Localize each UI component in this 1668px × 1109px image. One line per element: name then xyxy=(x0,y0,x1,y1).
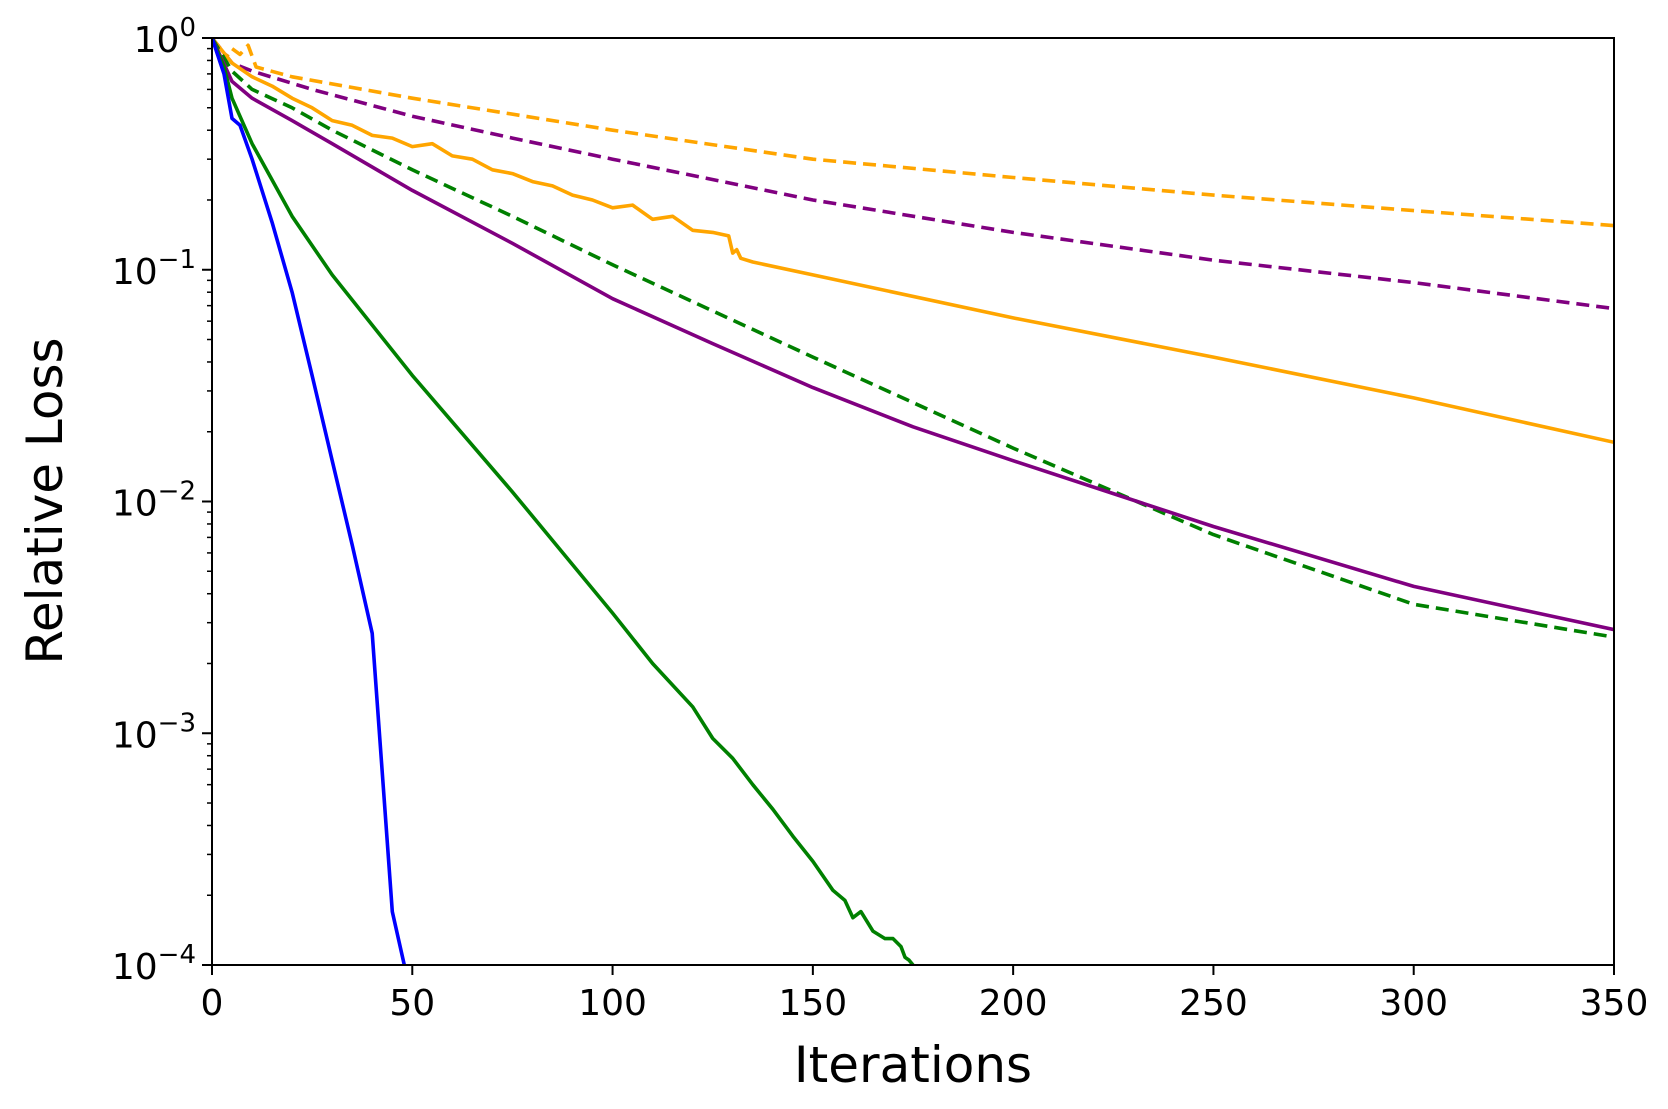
y-axis: 100 10−1 10−2 10−3 10−4 xyxy=(112,13,212,988)
x-tick-label: 0 xyxy=(201,983,224,1024)
series-line-6 xyxy=(212,38,407,965)
y-tick-label: 10−2 xyxy=(112,477,196,525)
x-tick-label: 100 xyxy=(578,983,647,1024)
y-tick-label: 10−4 xyxy=(112,940,196,988)
x-axis: 0 50 100 150 200 250 300 350 xyxy=(201,965,1649,1024)
x-tick-label: 50 xyxy=(389,983,435,1024)
plot-area xyxy=(212,38,1614,965)
series-line-1 xyxy=(212,38,1614,311)
x-tick-label: 150 xyxy=(778,983,847,1024)
series-line-0 xyxy=(212,38,1614,228)
y-tick-label: 100 xyxy=(134,13,196,61)
series-line-2 xyxy=(212,38,1614,445)
x-tick-label: 250 xyxy=(1179,983,1248,1024)
y-tick-label: 10−3 xyxy=(112,708,196,756)
series-line-4 xyxy=(212,38,1614,632)
series-line-5 xyxy=(212,38,915,965)
y-tick-label: 10−1 xyxy=(112,245,196,293)
x-tick-label: 200 xyxy=(979,983,1048,1024)
x-tick-label: 300 xyxy=(1379,983,1448,1024)
x-tick-label: 350 xyxy=(1580,983,1649,1024)
series-line-3 xyxy=(212,38,1614,639)
series-layer xyxy=(212,38,1614,965)
y-axis-title: Relative Loss xyxy=(16,337,74,664)
x-axis-title: Iterations xyxy=(794,1036,1032,1094)
